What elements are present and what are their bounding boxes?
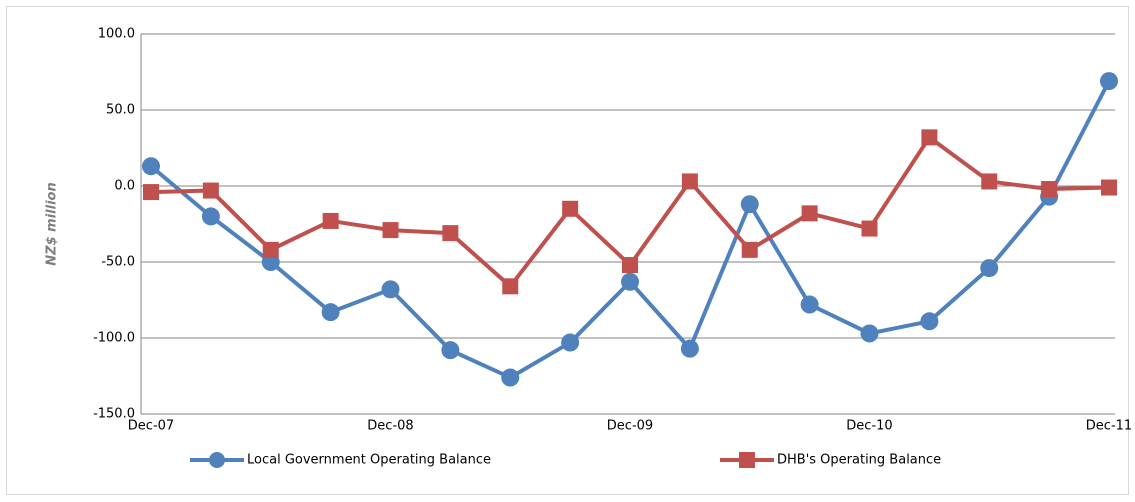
x-tick-label: Dec-07: [128, 419, 174, 434]
marker: [202, 182, 219, 199]
marker: [981, 173, 998, 190]
y-axis-label: NZ$ million: [45, 182, 60, 265]
y-tick-label: -50.0: [101, 255, 135, 270]
marker: [381, 280, 400, 299]
marker: [501, 368, 520, 387]
marker: [681, 173, 698, 190]
marker: [622, 257, 638, 274]
x-tick-label: Dec-08: [367, 419, 413, 434]
marker: [562, 200, 579, 217]
marker: [861, 220, 878, 237]
legend-label: DHB's Operating Balance: [777, 453, 941, 468]
marker: [1101, 179, 1117, 196]
marker: [262, 241, 279, 258]
y-tick-label: 100.0: [98, 27, 135, 42]
x-tick-label: Dec-11: [1086, 419, 1132, 434]
marker: [142, 157, 160, 176]
marker: [680, 339, 699, 358]
marker: [860, 324, 879, 343]
legend-marker: [739, 452, 755, 468]
marker: [800, 295, 819, 314]
marker: [980, 259, 999, 278]
marker: [321, 303, 340, 322]
legend-label: Local Government Operating Balance: [247, 453, 491, 468]
y-tick-label: 0.0: [114, 179, 135, 194]
marker: [801, 205, 818, 222]
marker: [740, 195, 759, 214]
marker: [741, 241, 758, 258]
marker: [201, 207, 220, 226]
marker: [621, 272, 639, 291]
marker: [441, 341, 460, 360]
marker: [561, 333, 580, 352]
marker: [322, 212, 339, 229]
marker: [143, 184, 159, 201]
marker: [1041, 181, 1058, 198]
marker: [502, 278, 519, 295]
marker: [920, 312, 939, 331]
x-tick-label: Dec-09: [607, 419, 653, 434]
y-tick-label: -100.0: [93, 331, 135, 346]
x-tick-label: Dec-10: [846, 419, 892, 434]
chart-frame: [6, 6, 1129, 495]
marker: [1100, 72, 1118, 91]
marker: [442, 225, 459, 242]
legend-marker: [209, 452, 225, 468]
marker: [921, 129, 938, 146]
marker: [382, 222, 399, 239]
y-tick-label: -150.0: [93, 407, 135, 422]
y-tick-label: 50.0: [106, 103, 135, 118]
